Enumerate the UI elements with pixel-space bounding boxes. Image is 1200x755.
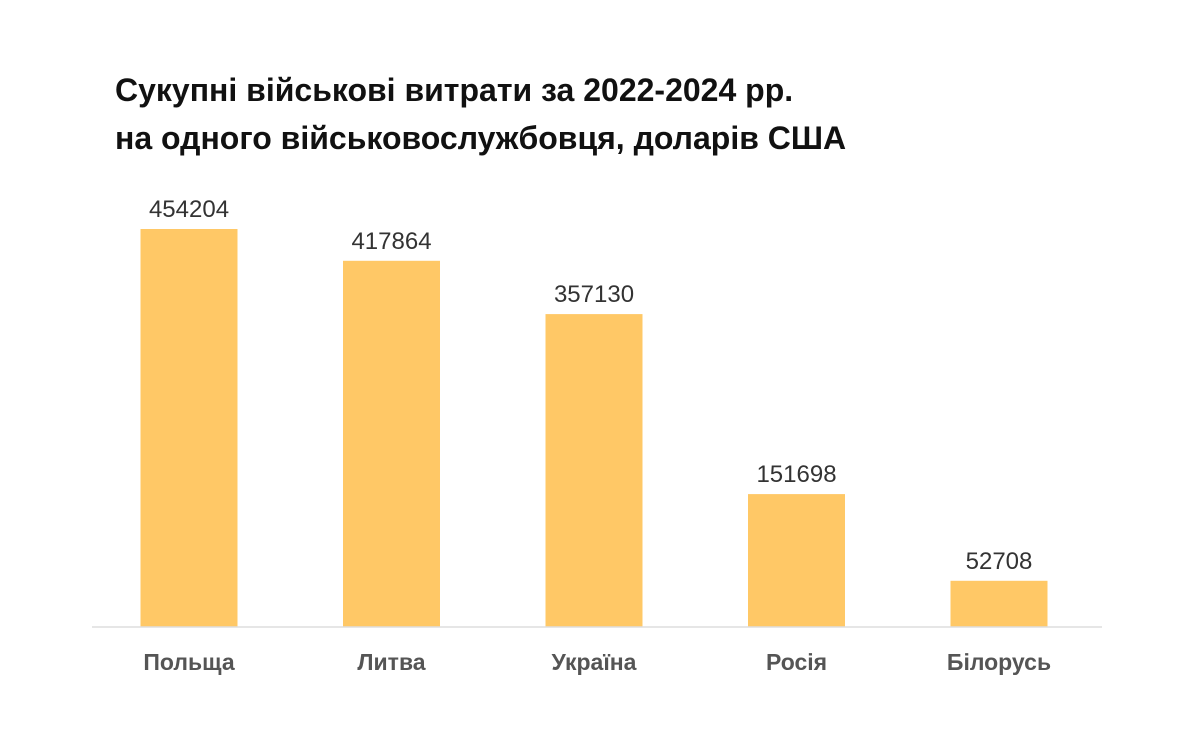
bars-group (140, 229, 1048, 627)
category-label-2: Литва (357, 649, 425, 675)
labels-group: 454204 Польща 417864 Литва 357130 Україна 1516… (143, 196, 1051, 675)
category-label-4: Росія (766, 649, 827, 675)
bar-1 (140, 229, 238, 627)
chart-title-line-1: Сукупні військові витрати за 2022-2024 р… (115, 72, 794, 108)
bar-3 (545, 314, 643, 627)
chart-title: Сукупні військові витрати за 2022-2024 р… (115, 66, 1115, 162)
category-label-1: Польща (143, 649, 234, 675)
bar-4 (748, 494, 845, 627)
bar-2 (343, 260, 440, 627)
data-label-4: 151698 (756, 461, 836, 488)
category-label-5: Білорусь (947, 649, 1051, 675)
data-label-5: 52708 (966, 548, 1033, 575)
data-label-2: 417864 (351, 228, 431, 255)
data-label-1: 454204 (149, 196, 229, 223)
data-label-3: 357130 (554, 281, 634, 308)
chart-title-line-2: на одного військовослужбовця, доларів СШ… (115, 120, 847, 156)
bar-5 (950, 580, 1048, 627)
category-label-3: Україна (552, 649, 637, 675)
